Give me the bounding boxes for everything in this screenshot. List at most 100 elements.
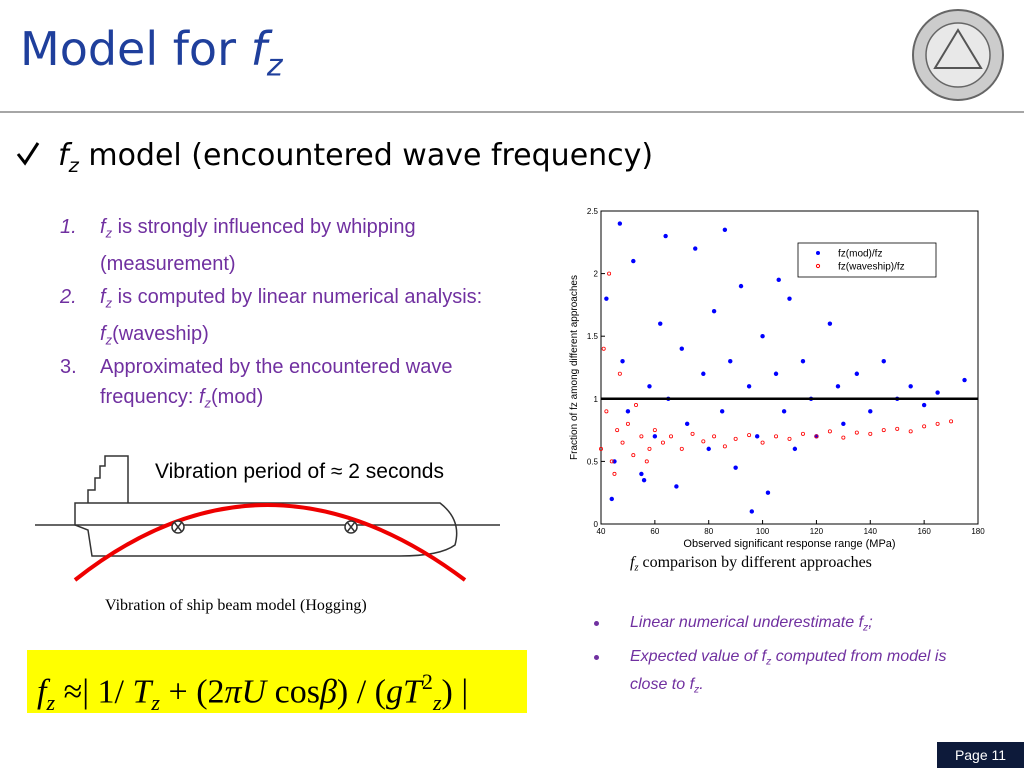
- text-run: z: [151, 689, 161, 715]
- text-run: model (encountered wave frequency): [78, 138, 654, 173]
- scatter-point: [609, 496, 614, 502]
- scatter-point: [895, 426, 900, 431]
- scatter-point: [728, 359, 733, 364]
- legend-label: fz(mod)/fz: [838, 249, 882, 260]
- scatter-point: [639, 434, 644, 439]
- diagram-label: Vibration period of ≈ 2 seconds: [155, 460, 444, 483]
- scatter-point: [701, 439, 706, 444]
- text-run: f: [37, 673, 47, 711]
- bullet-item: Expected value of fz computed from model…: [594, 646, 970, 701]
- scatter-point: [663, 233, 668, 239]
- y-tick-label: 2: [594, 270, 599, 279]
- text-run: z: [46, 689, 56, 715]
- x-axis-label: Observed significant response range (MPa…: [683, 538, 895, 550]
- text-run: ;: [868, 614, 873, 631]
- scatter-point: [814, 434, 819, 439]
- scatter-point: [722, 444, 727, 449]
- scatter-point: [787, 296, 792, 301]
- text-run: comparison by different approaches: [638, 554, 872, 571]
- scatter-point: [881, 359, 886, 364]
- text-run: z: [863, 622, 869, 634]
- text-run: z: [105, 295, 113, 311]
- scatter-point: [684, 421, 690, 427]
- y-tick-label: 2.5: [587, 207, 599, 216]
- y-axis-label: Fraction of fz among different approache…: [569, 275, 580, 460]
- y-tick-label: 1: [594, 395, 599, 404]
- scatter-point: [922, 424, 927, 429]
- scatter-point: [660, 440, 665, 445]
- scatter-point: [854, 430, 859, 435]
- x-tick-label: 160: [917, 527, 931, 536]
- slide-title: Model for fz: [20, 22, 283, 83]
- list-text: Approximated by the encountered wave fre…: [100, 352, 520, 419]
- scatter-point: [669, 434, 674, 439]
- scatter-point: [733, 436, 738, 441]
- legend-box: [797, 242, 937, 278]
- scatter-point: [719, 409, 725, 414]
- text-run: z: [105, 332, 113, 348]
- text-run: ) |: [441, 673, 469, 711]
- text-run: Linear numerical underestimate f: [630, 614, 864, 631]
- checkmark: [16, 142, 40, 166]
- scatter-point: [935, 390, 940, 395]
- scatter-point: [749, 509, 754, 514]
- scatter-point: [625, 421, 630, 426]
- text-run: ≈| 1/: [55, 673, 133, 711]
- text-run: z: [204, 395, 212, 411]
- scatter-point: [631, 258, 636, 264]
- scatter-point: [868, 431, 873, 436]
- text-run: β: [319, 673, 337, 711]
- chart: 40 60 80 100 120 140 160 180 0 0.5 1 1.5 2 2.5 Observe…: [569, 207, 985, 550]
- scatter-point: [620, 440, 625, 445]
- scatter-point: [773, 371, 779, 376]
- scatter-point: [776, 277, 781, 283]
- scatter-point: [604, 296, 609, 301]
- scatter-point: [641, 477, 647, 483]
- scatter-point: [800, 431, 805, 436]
- scatter-point: [835, 384, 841, 389]
- scatter-point: [881, 428, 886, 433]
- scatter-point: [787, 436, 792, 441]
- scatter-point: [854, 371, 860, 376]
- text-run: z: [694, 684, 700, 696]
- list-number: 3.: [60, 356, 77, 378]
- text-run: Model for: [20, 22, 251, 76]
- scatter-point: [738, 283, 744, 289]
- scatter-point: [722, 227, 728, 232]
- diagram-caption: Vibration of ship beam model (Hogging): [105, 597, 367, 614]
- text-run: z: [105, 225, 113, 241]
- text-run: is computed by linear numerical analysis…: [112, 286, 483, 308]
- text-run: πU: [224, 673, 267, 711]
- scatter-point: [644, 459, 649, 464]
- scatter-point: [908, 384, 913, 389]
- list-text: fz is strongly influenced by whipping (m…: [100, 212, 520, 279]
- scatter-point: [949, 419, 954, 424]
- logo: [912, 9, 1004, 101]
- scatter-point: [652, 428, 657, 433]
- scatter-point: [625, 409, 631, 414]
- scatter-point: [617, 371, 622, 376]
- text-run: + (2: [160, 673, 225, 711]
- text-run: f: [100, 286, 106, 308]
- formula: fz ≈| 1/ Tz + (2πU cosβ) / (gT2z) |: [27, 650, 527, 715]
- scatter-point: [620, 359, 625, 364]
- text-run: z: [432, 689, 442, 715]
- scatter-point: [733, 465, 738, 470]
- scatter-point: [712, 434, 717, 439]
- x-tick-label: 60: [650, 527, 659, 536]
- text-run: z: [266, 48, 283, 84]
- scatter-point: [609, 459, 614, 464]
- y-tick-label: 0: [594, 520, 599, 529]
- scatter-point: [827, 429, 832, 434]
- list-text: fz is computed by linear numerical analy…: [100, 282, 520, 355]
- text-run: f: [630, 554, 635, 571]
- scatter-point: [746, 384, 752, 389]
- scatter-point: [908, 429, 913, 434]
- scatter-point: [604, 409, 609, 414]
- text-run: ) / (: [336, 673, 386, 711]
- text-run: f: [100, 322, 106, 345]
- text-run: Expected value of f: [630, 648, 767, 665]
- text-run: z: [766, 656, 772, 668]
- text-run: gT: [385, 673, 422, 711]
